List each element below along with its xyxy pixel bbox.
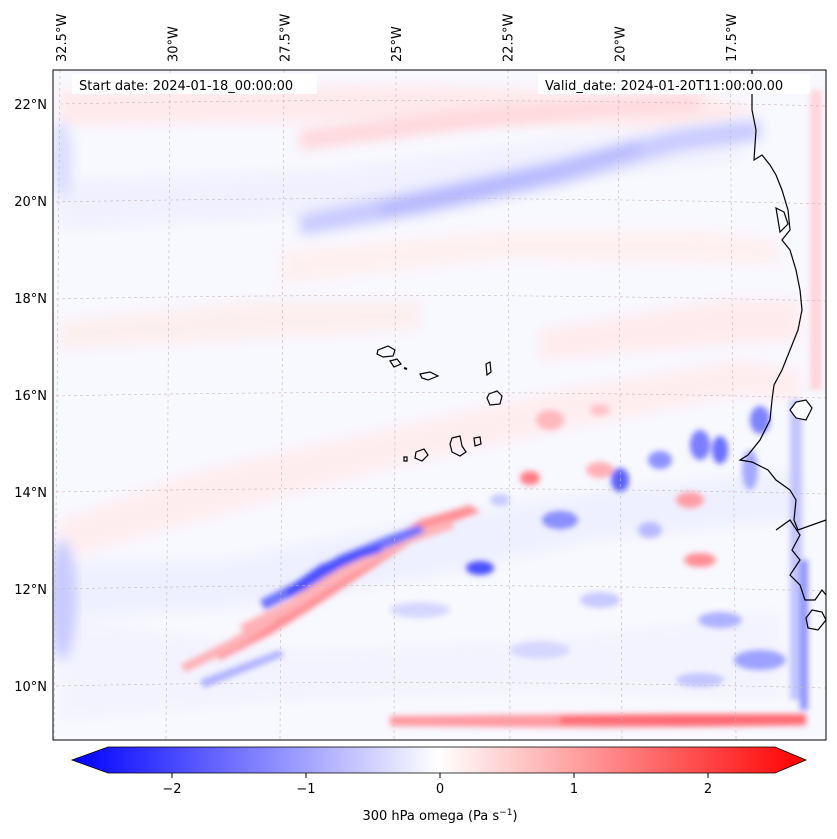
colorbar-title: 300 hPa omega (Pa s−1) xyxy=(362,808,517,824)
lat-label: 18°N xyxy=(14,292,47,307)
colorbar-tick-label: 0 xyxy=(436,782,444,797)
lon-label: 22.5°W xyxy=(502,14,517,62)
valid-date-box xyxy=(538,74,810,94)
colorbar-ticks: −2 −1 0 1 2 xyxy=(162,773,712,797)
island-santo-antao xyxy=(376,345,396,358)
lon-label: 27.5°W xyxy=(278,14,293,62)
lat-label: 20°N xyxy=(14,195,47,210)
island-sao-nicolau xyxy=(419,371,440,381)
start-date-box xyxy=(72,74,317,94)
island-santa-luzia xyxy=(403,367,408,370)
longitude-labels: 32.5°W 30°W 27.5°W 25°W 22.5°W 20°W 17.5°W xyxy=(55,14,740,62)
island-boa-vista xyxy=(486,390,503,406)
latitude-labels: 22°N 20°N 18°N 16°N 14°N 12°N 10°N xyxy=(14,98,47,695)
map-panel: Start date: 2024-01-18_00:00:00 Valid_da… xyxy=(52,69,827,741)
colorbar-tick-label: −1 xyxy=(296,782,315,797)
colorbar-body xyxy=(70,746,808,774)
colorbar-tick-label: 2 xyxy=(704,782,712,797)
lon-label: 32.5°W xyxy=(55,14,70,62)
island-santiago xyxy=(449,435,467,457)
colorbar-tick-label: −2 xyxy=(162,782,181,797)
lon-label: 30°W xyxy=(167,26,182,62)
lat-label: 12°N xyxy=(14,583,47,598)
lon-label: 20°W xyxy=(613,26,628,62)
island-brava xyxy=(403,456,408,462)
omega-field xyxy=(53,85,822,728)
coastlines xyxy=(376,70,827,631)
island-maio xyxy=(473,436,482,447)
island-sal xyxy=(485,361,492,377)
lat-label: 16°N xyxy=(14,389,47,404)
start-date-label: Start date: 2024-01-18_00:00:00 xyxy=(79,79,293,94)
colorbar: −2 −1 0 1 2 300 hPa omega (Pa s−1) xyxy=(70,746,808,824)
island-sao-vicente xyxy=(389,358,402,368)
lat-label: 22°N xyxy=(14,98,47,113)
lat-label: 14°N xyxy=(14,486,47,501)
valid-date-label: Valid_date: 2024-01-20T11:00:00.00 xyxy=(545,79,783,94)
graticule xyxy=(53,69,827,741)
map-frame xyxy=(52,69,827,741)
africa-coastline xyxy=(738,70,827,531)
lon-label: 17.5°W xyxy=(725,14,740,62)
island-fogo xyxy=(414,448,429,462)
lat-label: 10°N xyxy=(14,680,47,695)
lon-label: 25°W xyxy=(390,26,405,62)
colorbar-tick-label: 1 xyxy=(570,782,578,797)
